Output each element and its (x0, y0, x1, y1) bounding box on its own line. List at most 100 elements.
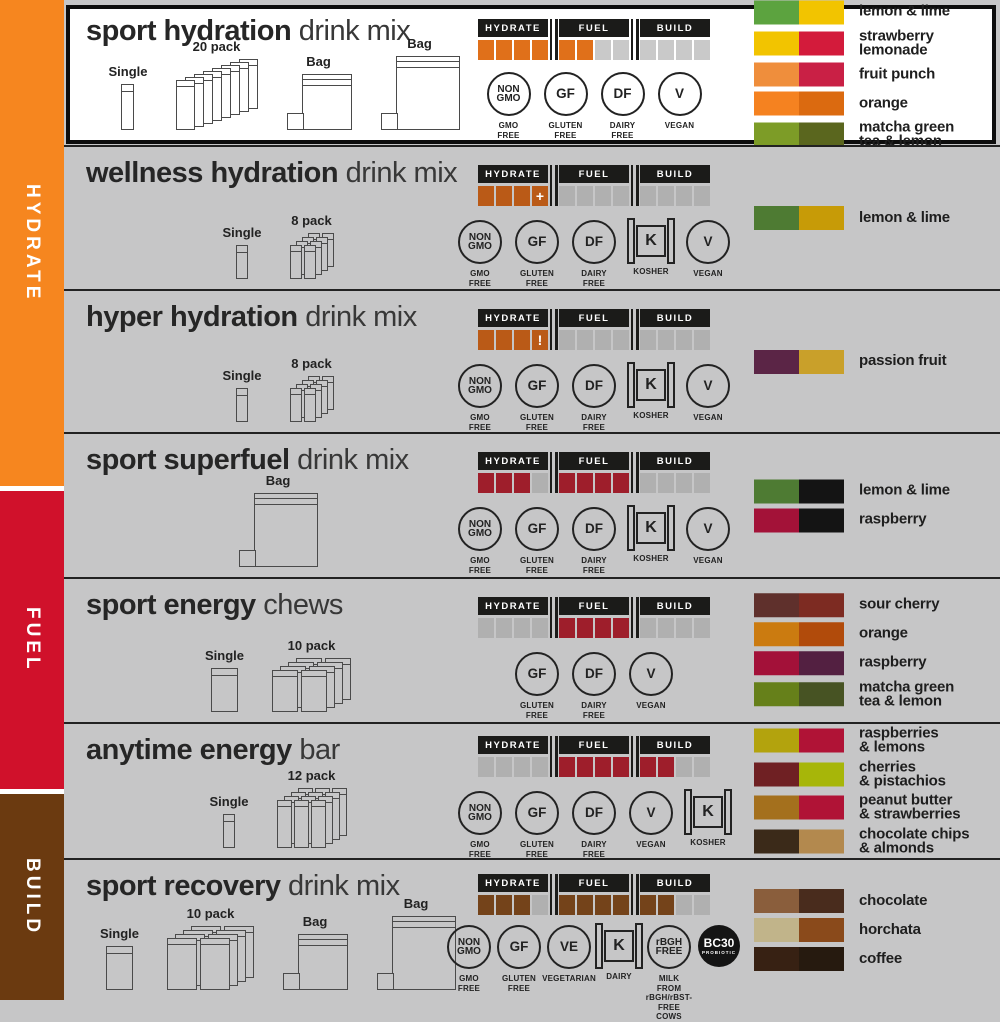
flavor-swatch (754, 728, 844, 753)
meter-cell (640, 757, 656, 777)
package-label: Single (222, 368, 262, 383)
flavor-swatch (754, 122, 844, 147)
meter-segment-hydrate: HYDRATE (478, 874, 548, 915)
package-options: Single 12 pack (72, 768, 484, 848)
meter-header-fuel: FUEL (559, 736, 629, 754)
meter-cell (694, 757, 710, 777)
badge-label: VEGAN (693, 413, 723, 422)
kosher-scroll-icon: K (684, 789, 732, 835)
flavor-swatch (754, 349, 844, 374)
meter-header-fuel: FUEL (559, 309, 629, 327)
meter-cells-fuel (559, 330, 629, 350)
flavor-name: passion fruit (859, 352, 947, 370)
meter-cell (613, 895, 629, 915)
badge-bc30: BC30 PROBIOTIC (697, 925, 741, 972)
flavor-item: coffee (754, 947, 1000, 971)
meter-cell (577, 618, 593, 638)
product-title-rest: drink mix (280, 870, 400, 902)
badge-df: DF DAIRY FREE (572, 220, 616, 288)
flavor-name: lemon & lime (859, 2, 950, 20)
package-options: Single 8 pack (72, 213, 484, 279)
badge-non-gmo: NON GMO GMO FREE (458, 220, 502, 288)
meter-separator (548, 597, 559, 638)
meter-segment-fuel: FUEL (559, 597, 629, 638)
meter-separator (629, 736, 640, 777)
flavor-item: matcha green tea & lemon (754, 120, 1000, 150)
certification-badges: NON GMO GMO FREE GF GLUTEN FREE DF DAIRY FREE… (458, 362, 730, 432)
product-row-sport-recovery: sport recovery drink mix Single 10 pack Bag… (64, 858, 1000, 1021)
flavor-name: strawberry lemonade (859, 27, 934, 59)
flavor-list: passion fruit (754, 345, 1000, 379)
flavor-swatch (754, 795, 844, 820)
package-bag-md: Bag (286, 54, 352, 130)
meter-cell (496, 618, 512, 638)
product-title-bold: anytime energy (86, 734, 292, 766)
meter-header-hydrate: HYDRATE (478, 165, 548, 183)
badge-v: V VEGAN (629, 791, 673, 850)
package-stick-sm: Single (209, 794, 249, 848)
meter-cells-hydrate (478, 618, 548, 638)
meter-cell (613, 618, 629, 638)
product-title-bold: sport energy (86, 589, 256, 621)
meter-separator (629, 874, 640, 915)
sidebar-segment-hydrate: HYDRATE (0, 0, 64, 486)
flavor-swatch (754, 947, 844, 971)
flavor-swatch (754, 889, 844, 913)
package-label: Single (209, 794, 249, 809)
product-title-rest: drink mix (291, 15, 411, 47)
meter-cell (676, 330, 692, 350)
badge-circle-icon: rBGH FREE (647, 925, 691, 969)
meter-segment-hydrate: HYDRATE (478, 597, 548, 638)
meter-cells-build (640, 895, 710, 915)
badge-ve: VE VEGETARIAN (542, 925, 596, 984)
meter-cells-fuel (559, 757, 629, 777)
badge-df: DF DAIRY FREE (600, 72, 645, 140)
product-title: wellness hydration drink mix (86, 157, 458, 190)
meter-cell (640, 895, 656, 915)
badge-circle-icon: DF (572, 652, 616, 696)
meter-header-build: BUILD (640, 452, 710, 470)
package-label: Bag (265, 473, 291, 488)
meter-cells-fuel (559, 473, 629, 493)
badge-non-gmo: NON GMO GMO FREE (458, 507, 502, 575)
meter-cell (613, 40, 629, 60)
meter-separator (548, 736, 559, 777)
package-label: Bag (302, 914, 328, 929)
certification-badges: NON GMO GMO FREE GF GLUTEN FREE DF DAIRY FREE… (478, 72, 710, 140)
badge-label: DAIRY FREE (581, 701, 607, 720)
meter-header-hydrate: HYDRATE (478, 597, 548, 615)
badge-circle-icon: V (686, 220, 730, 264)
product-row-sport-energy: sport energy chews Single 10 pack HYDRATE FU… (64, 577, 1000, 722)
meter-separator (629, 165, 640, 206)
badge-label: GLUTEN FREE (548, 121, 583, 140)
meter-cell (577, 895, 593, 915)
package-options: Single 8 pack (72, 356, 484, 422)
meter-header-build: BUILD (640, 19, 710, 37)
package-label: Single (108, 64, 148, 79)
certification-badges: GF GLUTEN FREE DF DAIRY FREE V VEGAN (478, 652, 710, 720)
flavor-swatch (754, 91, 844, 116)
flavor-swatch (754, 650, 844, 675)
badge-label: DAIRY FREE (581, 556, 607, 575)
meter-cells-hydrate: + (478, 186, 548, 206)
meter-header-fuel: FUEL (559, 452, 629, 470)
meter-cell (694, 473, 710, 493)
meter-cell (640, 618, 656, 638)
badge-gf: GF GLUTEN FREE (515, 220, 559, 288)
flavor-item: orange (754, 621, 1000, 646)
product-title-rest: drink mix (289, 444, 409, 476)
meter-header-fuel: FUEL (559, 165, 629, 183)
meter-cell (532, 757, 548, 777)
meter-cell (577, 757, 593, 777)
package-stick-sm: Single (222, 368, 262, 422)
meter-separator (548, 452, 559, 493)
badge-circle-icon: DF (572, 791, 616, 835)
flavor-swatch (754, 0, 844, 24)
meter-segment-fuel: FUEL (559, 874, 629, 915)
badge-circle-icon: NON GMO (458, 507, 502, 551)
meter-segment-build: BUILD (640, 874, 710, 915)
badge-label: KOSHER (633, 554, 669, 563)
meter-segment-hydrate: HYDRATE + (478, 165, 548, 206)
badge-v: V VEGAN (657, 72, 702, 131)
meter-cells-build (640, 618, 710, 638)
